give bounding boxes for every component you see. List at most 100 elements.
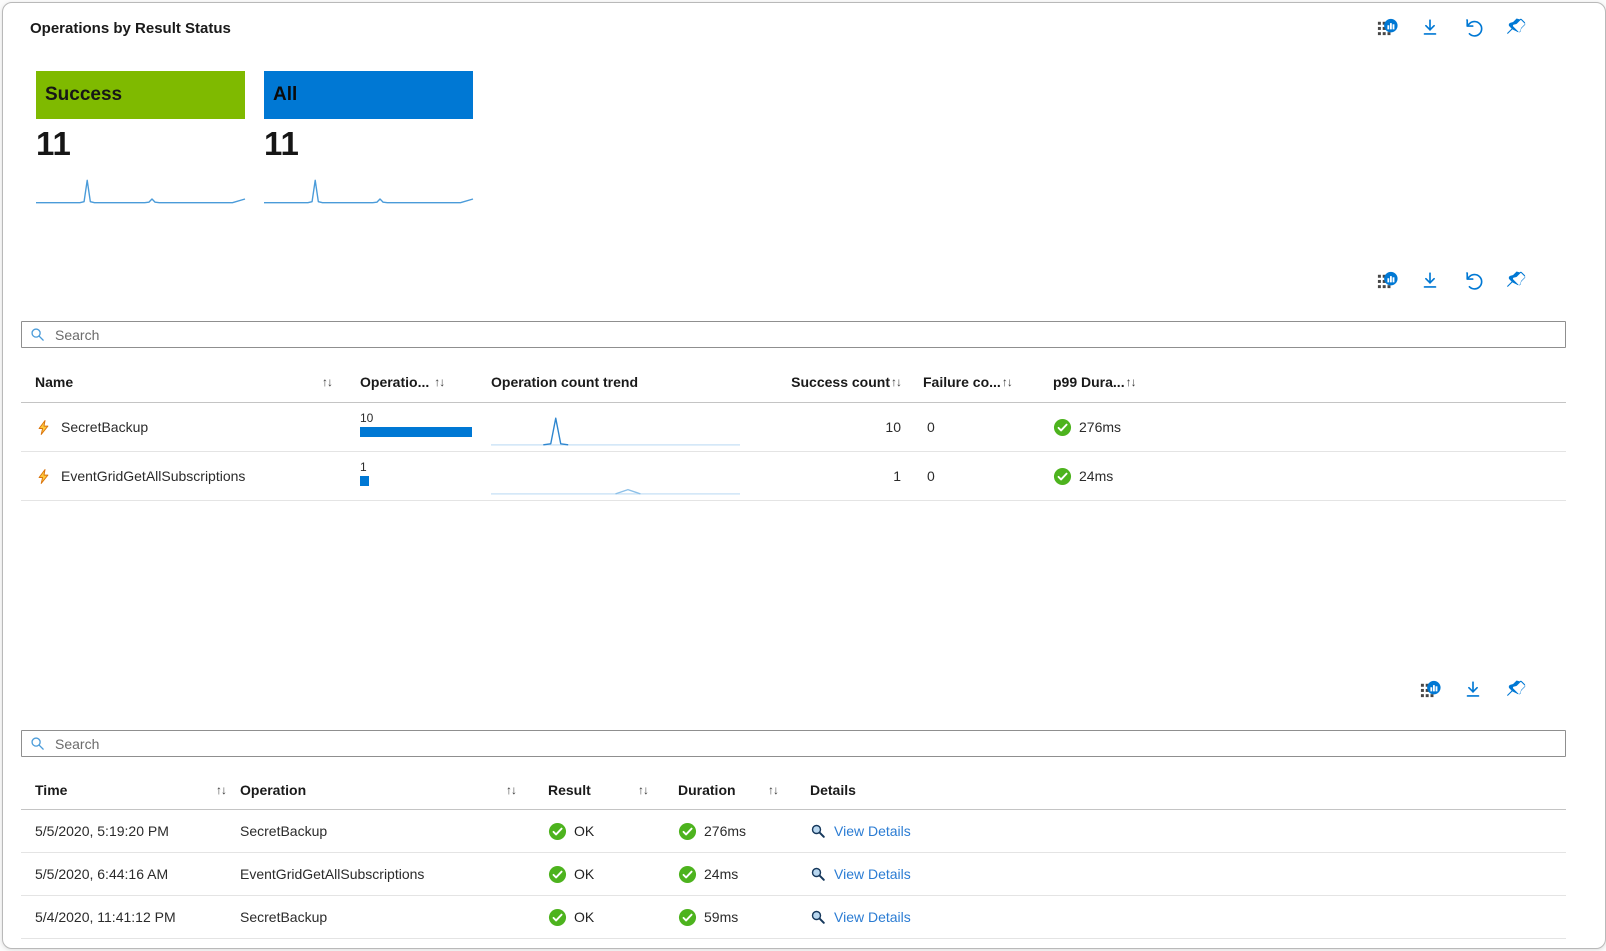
table-row[interactable]: 5/4/2020, 11:41:12 PM SecretBackup OK 59…: [21, 896, 1566, 939]
column-header-p99-duration[interactable]: p99 Dura... ↑↓: [1053, 374, 1137, 390]
view-details-link[interactable]: View Details: [834, 909, 911, 925]
operation-count-value: 1: [360, 460, 367, 474]
details-cell: View Details: [792, 909, 1566, 925]
duration-cell: 276ms: [662, 822, 792, 841]
tile-success-sparkline: [36, 175, 245, 207]
result-cell: OK: [530, 865, 662, 884]
tile-section-toolbar: [1375, 16, 1528, 40]
undo-icon[interactable]: [1461, 269, 1485, 293]
chart-visualization-icon[interactable]: [1418, 678, 1442, 702]
trend-cell: [472, 456, 752, 496]
p99-duration-value: 24ms: [1079, 468, 1114, 484]
failure-count-cell: 0: [927, 419, 935, 435]
operation-cell: SecretBackup: [240, 823, 328, 839]
tile-all-value: 11: [264, 125, 299, 162]
p99-duration-value: 276ms: [1079, 419, 1122, 435]
tile-all-sparkline: [264, 175, 473, 207]
duration-cell: 59ms: [662, 908, 792, 927]
tile-success-label: Success: [45, 84, 123, 105]
tile-all-bar[interactable]: All: [264, 71, 473, 119]
duration-value: 59ms: [704, 909, 739, 925]
sort-icon[interactable]: ↑↓: [1001, 375, 1013, 389]
tile-all: All 11: [264, 71, 473, 207]
magnifier-icon: [810, 823, 826, 839]
result-value: OK: [574, 909, 595, 925]
operations-search-box: [21, 321, 1566, 348]
magnifier-icon: [810, 909, 826, 925]
lightning-bolt-icon: [35, 419, 52, 436]
sort-icon[interactable]: ↑↓: [506, 783, 517, 797]
operation-cell: SecretBackup: [240, 909, 328, 925]
success-check-icon: [1053, 418, 1072, 437]
operation-count-bar: [360, 476, 369, 486]
tile-all-label: All: [273, 84, 298, 105]
time-cell: 5/5/2020, 6:44:16 AM: [35, 866, 169, 882]
time-cell: 5/5/2020, 5:19:20 PM: [35, 823, 169, 839]
operations-summary-table: Name ↑↓ Operatio... ↑↓ Operation count t…: [21, 362, 1566, 501]
duration-value: 276ms: [704, 823, 747, 839]
sort-icon[interactable]: ↑↓: [322, 375, 333, 389]
column-header-result[interactable]: Result ↑↓: [548, 782, 649, 798]
operation-count-trend-sparkline: [491, 415, 740, 447]
sort-icon[interactable]: ↑↓: [216, 783, 227, 797]
duration-value: 24ms: [704, 866, 739, 882]
chart-visualization-icon[interactable]: [1375, 16, 1399, 40]
operations-table-header: Name ↑↓ Operatio... ↑↓ Operation count t…: [21, 362, 1566, 403]
success-check-icon: [678, 908, 697, 927]
view-details-link[interactable]: View Details: [834, 823, 911, 839]
download-icon[interactable]: [1418, 269, 1442, 293]
duration-cell: 24ms: [662, 865, 792, 884]
column-header-operation-count[interactable]: Operatio... ↑↓: [360, 374, 445, 390]
column-header-duration[interactable]: Duration ↑↓: [678, 782, 779, 798]
operation-count-trend-sparkline: [491, 464, 740, 496]
view-details-link[interactable]: View Details: [834, 866, 911, 882]
download-icon[interactable]: [1418, 16, 1442, 40]
operation-name-cell: EventGridGetAllSubscriptions: [21, 468, 346, 485]
success-check-icon: [548, 908, 567, 927]
table-row[interactable]: SecretBackup 10 10 0 276ms: [21, 403, 1566, 452]
column-header-time[interactable]: Time ↑↓: [35, 782, 227, 798]
page-title: Operations by Result Status: [30, 20, 231, 37]
undo-icon[interactable]: [1461, 16, 1485, 40]
operation-name: EventGridGetAllSubscriptions: [61, 468, 246, 484]
operation-count-cell: 10: [346, 411, 472, 443]
p99-duration-cell: 24ms: [1041, 467, 1566, 486]
operation-count-cell: 1: [346, 460, 472, 492]
pin-icon[interactable]: [1504, 269, 1528, 293]
operation-cell: EventGridGetAllSubscriptions: [240, 866, 425, 882]
download-icon[interactable]: [1461, 678, 1485, 702]
column-header-success-count[interactable]: Success count ↑↓: [791, 374, 902, 390]
table-row[interactable]: 5/5/2020, 6:44:16 AM EventGridGetAllSubs…: [21, 853, 1566, 896]
tile-success-bar[interactable]: Success: [36, 71, 245, 119]
operation-name-cell: SecretBackup: [21, 419, 346, 436]
column-header-name[interactable]: Name ↑↓: [35, 374, 333, 390]
search-input[interactable]: [53, 734, 1557, 753]
sort-icon[interactable]: ↑↓: [638, 783, 649, 797]
result-value: OK: [574, 823, 595, 839]
success-check-icon: [1053, 467, 1072, 486]
result-status-tiles: Success 11 All 11: [36, 71, 473, 207]
tile-success-value: 11: [36, 125, 71, 162]
pin-icon[interactable]: [1504, 16, 1528, 40]
column-header-operation[interactable]: Operation ↑↓: [240, 782, 517, 798]
pin-icon[interactable]: [1504, 678, 1528, 702]
search-input[interactable]: [53, 325, 1557, 344]
chart-visualization-icon[interactable]: [1375, 269, 1399, 293]
table-row[interactable]: EventGridGetAllSubscriptions 1 1 0 24ms: [21, 452, 1566, 501]
sort-icon[interactable]: ↑↓: [1125, 375, 1137, 389]
sort-icon[interactable]: ↑↓: [768, 783, 779, 797]
sort-icon[interactable]: ↑↓: [891, 375, 902, 389]
column-header-operation-count-trend[interactable]: Operation count trend: [491, 374, 638, 390]
success-check-icon: [678, 865, 697, 884]
column-header-failure-count[interactable]: Failure co... ↑↓: [923, 374, 1013, 390]
sort-icon[interactable]: ↑↓: [434, 375, 445, 389]
success-count-cell: 1: [893, 468, 901, 484]
operation-count-bar-track: [360, 476, 472, 486]
column-header-details[interactable]: Details: [810, 782, 856, 798]
search-icon: [30, 736, 45, 751]
events-search-box: [21, 730, 1566, 757]
table-row[interactable]: 5/5/2020, 5:19:20 PM SecretBackup OK 276…: [21, 810, 1566, 853]
operations-table-toolbar: [1375, 269, 1528, 293]
lightning-bolt-icon: [35, 468, 52, 485]
